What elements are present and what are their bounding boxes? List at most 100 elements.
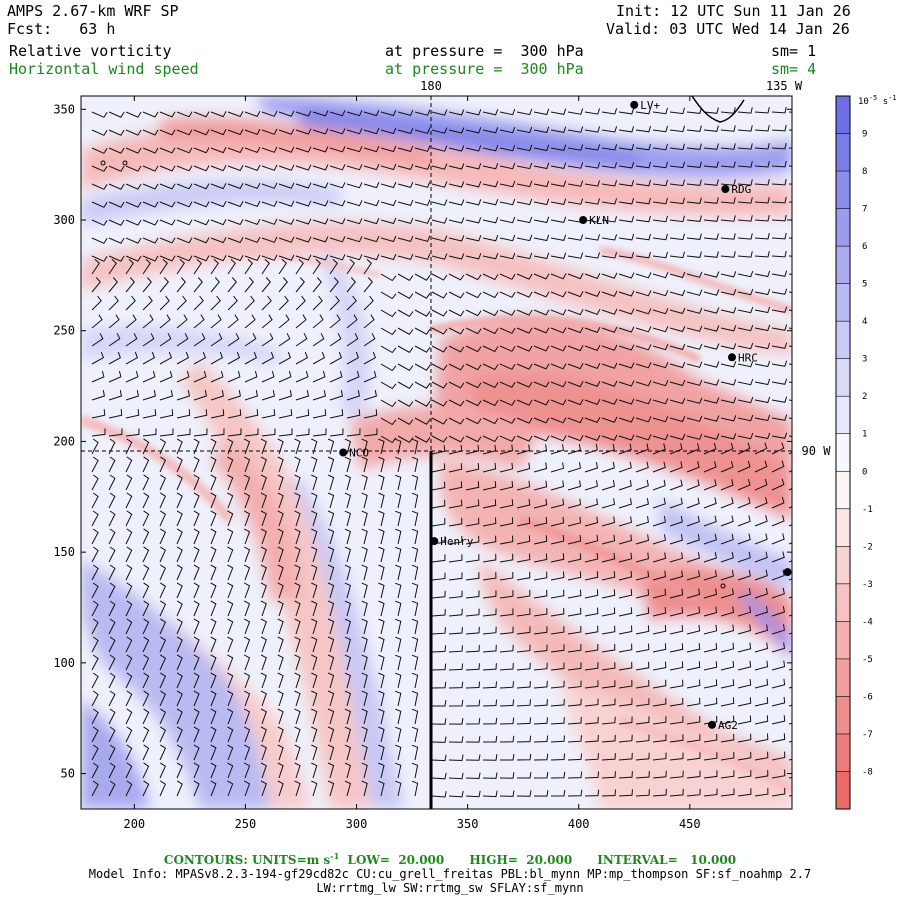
- wind-barb: [142, 147, 159, 154]
- wind-barb: [210, 744, 217, 761]
- wind-barb: [703, 515, 717, 527]
- wind-barb: [395, 762, 402, 779]
- wind-barb: [159, 147, 176, 154]
- wind-barb: [159, 582, 167, 599]
- wind-barb: [431, 291, 448, 299]
- wind-barb: [737, 414, 754, 422]
- wind-barb: [703, 197, 719, 204]
- wind-barb: [108, 762, 116, 779]
- wind-barb: [754, 642, 769, 653]
- wind-barb: [108, 618, 116, 635]
- wind-barb: [244, 428, 259, 437]
- wind-barb: [329, 295, 340, 311]
- wind-barb: [550, 535, 565, 545]
- wind-barb: [618, 461, 632, 473]
- wind-barb: [737, 251, 753, 258]
- init-time: Init: 12 UTC Sun 11 Jan 26: [616, 2, 851, 20]
- wind-barb: [395, 654, 402, 671]
- wind-barb: [465, 754, 481, 761]
- wind-barb: [108, 456, 116, 473]
- wind-barb: [380, 253, 397, 261]
- wind-barb: [361, 618, 368, 635]
- wind-barb: [346, 254, 363, 261]
- wind-barb: [327, 762, 335, 779]
- wind-barb: [635, 570, 650, 581]
- wind-barb: [414, 199, 431, 206]
- wind-barb: [243, 708, 251, 725]
- wind-barb: [652, 479, 666, 491]
- wind-barb: [312, 200, 329, 207]
- wind-barb: [411, 600, 419, 617]
- wind-barb: [550, 444, 564, 455]
- wind-barb: [125, 258, 134, 275]
- wind-barb: [635, 197, 651, 205]
- wind-barb: [754, 142, 770, 150]
- wind-barb: [311, 456, 318, 473]
- wind-barb: [261, 128, 278, 135]
- wind-barb: [652, 516, 666, 527]
- wind-barb: [516, 252, 533, 260]
- wind-barb: [193, 744, 200, 761]
- colorbar-cell: [836, 396, 850, 434]
- wind-barb: [516, 553, 531, 563]
- wind-barb: [380, 127, 397, 135]
- wind-barb: [311, 438, 318, 455]
- wind-barb: [431, 235, 448, 242]
- wind-barb: [294, 528, 301, 545]
- wind-barb: [227, 780, 234, 797]
- wind-barb: [754, 360, 771, 368]
- wind-barb: [584, 380, 601, 388]
- wind-barb: [395, 456, 402, 473]
- wind-barb: [91, 672, 99, 689]
- wind-barb: [516, 626, 531, 635]
- wind-barb: [618, 416, 635, 423]
- wind-barb: [465, 199, 482, 206]
- wind-barb: [329, 333, 342, 347]
- wind-barb: [652, 552, 667, 563]
- wind-barb: [499, 291, 516, 298]
- wind-barb: [754, 715, 769, 725]
- wind-barb: [312, 409, 327, 419]
- wind-barb: [411, 654, 419, 671]
- wind-barb: [260, 762, 267, 779]
- wind-barb: [294, 726, 301, 743]
- wind-barb: [125, 409, 140, 419]
- wind-barb: [448, 163, 465, 170]
- wind-barb: [327, 474, 335, 491]
- wind-barb: [533, 399, 550, 406]
- wind-barb: [397, 291, 414, 299]
- wind-barb: [635, 251, 651, 259]
- wind-barb: [533, 662, 548, 671]
- wind-barb: [635, 698, 650, 707]
- wind-barb: [344, 474, 351, 491]
- colorbar-cell: [836, 321, 850, 359]
- y-tick-label: 100: [53, 656, 75, 670]
- wind-barb: [278, 390, 292, 401]
- wind-barb: [516, 662, 531, 671]
- wind-barb: [482, 790, 498, 798]
- wind-barb: [159, 726, 167, 743]
- wind-barb: [499, 345, 516, 352]
- wind-barb: [584, 108, 601, 115]
- wind-barb: [499, 662, 514, 671]
- wind-barb: [346, 351, 360, 365]
- wind-barb: [91, 438, 99, 455]
- wind-barb: [669, 752, 684, 761]
- wind-barb: [669, 552, 684, 563]
- wind-barb: [176, 780, 183, 797]
- wind-barb: [737, 588, 751, 599]
- wind-barb: [533, 417, 550, 424]
- wind-barb: [176, 456, 183, 473]
- wind-barb: [363, 217, 380, 225]
- wind-barb: [771, 515, 785, 527]
- wind-barb: [550, 698, 565, 707]
- wind-barb: [635, 661, 650, 671]
- wind-barb: [125, 780, 133, 797]
- wind-barb: [516, 417, 533, 424]
- wind-barb: [210, 111, 227, 118]
- wind-barb: [278, 164, 295, 171]
- wind-barb: [125, 708, 133, 725]
- wind-barb: [618, 643, 633, 653]
- wind-barb: [550, 126, 567, 133]
- wind-barb: [378, 438, 385, 455]
